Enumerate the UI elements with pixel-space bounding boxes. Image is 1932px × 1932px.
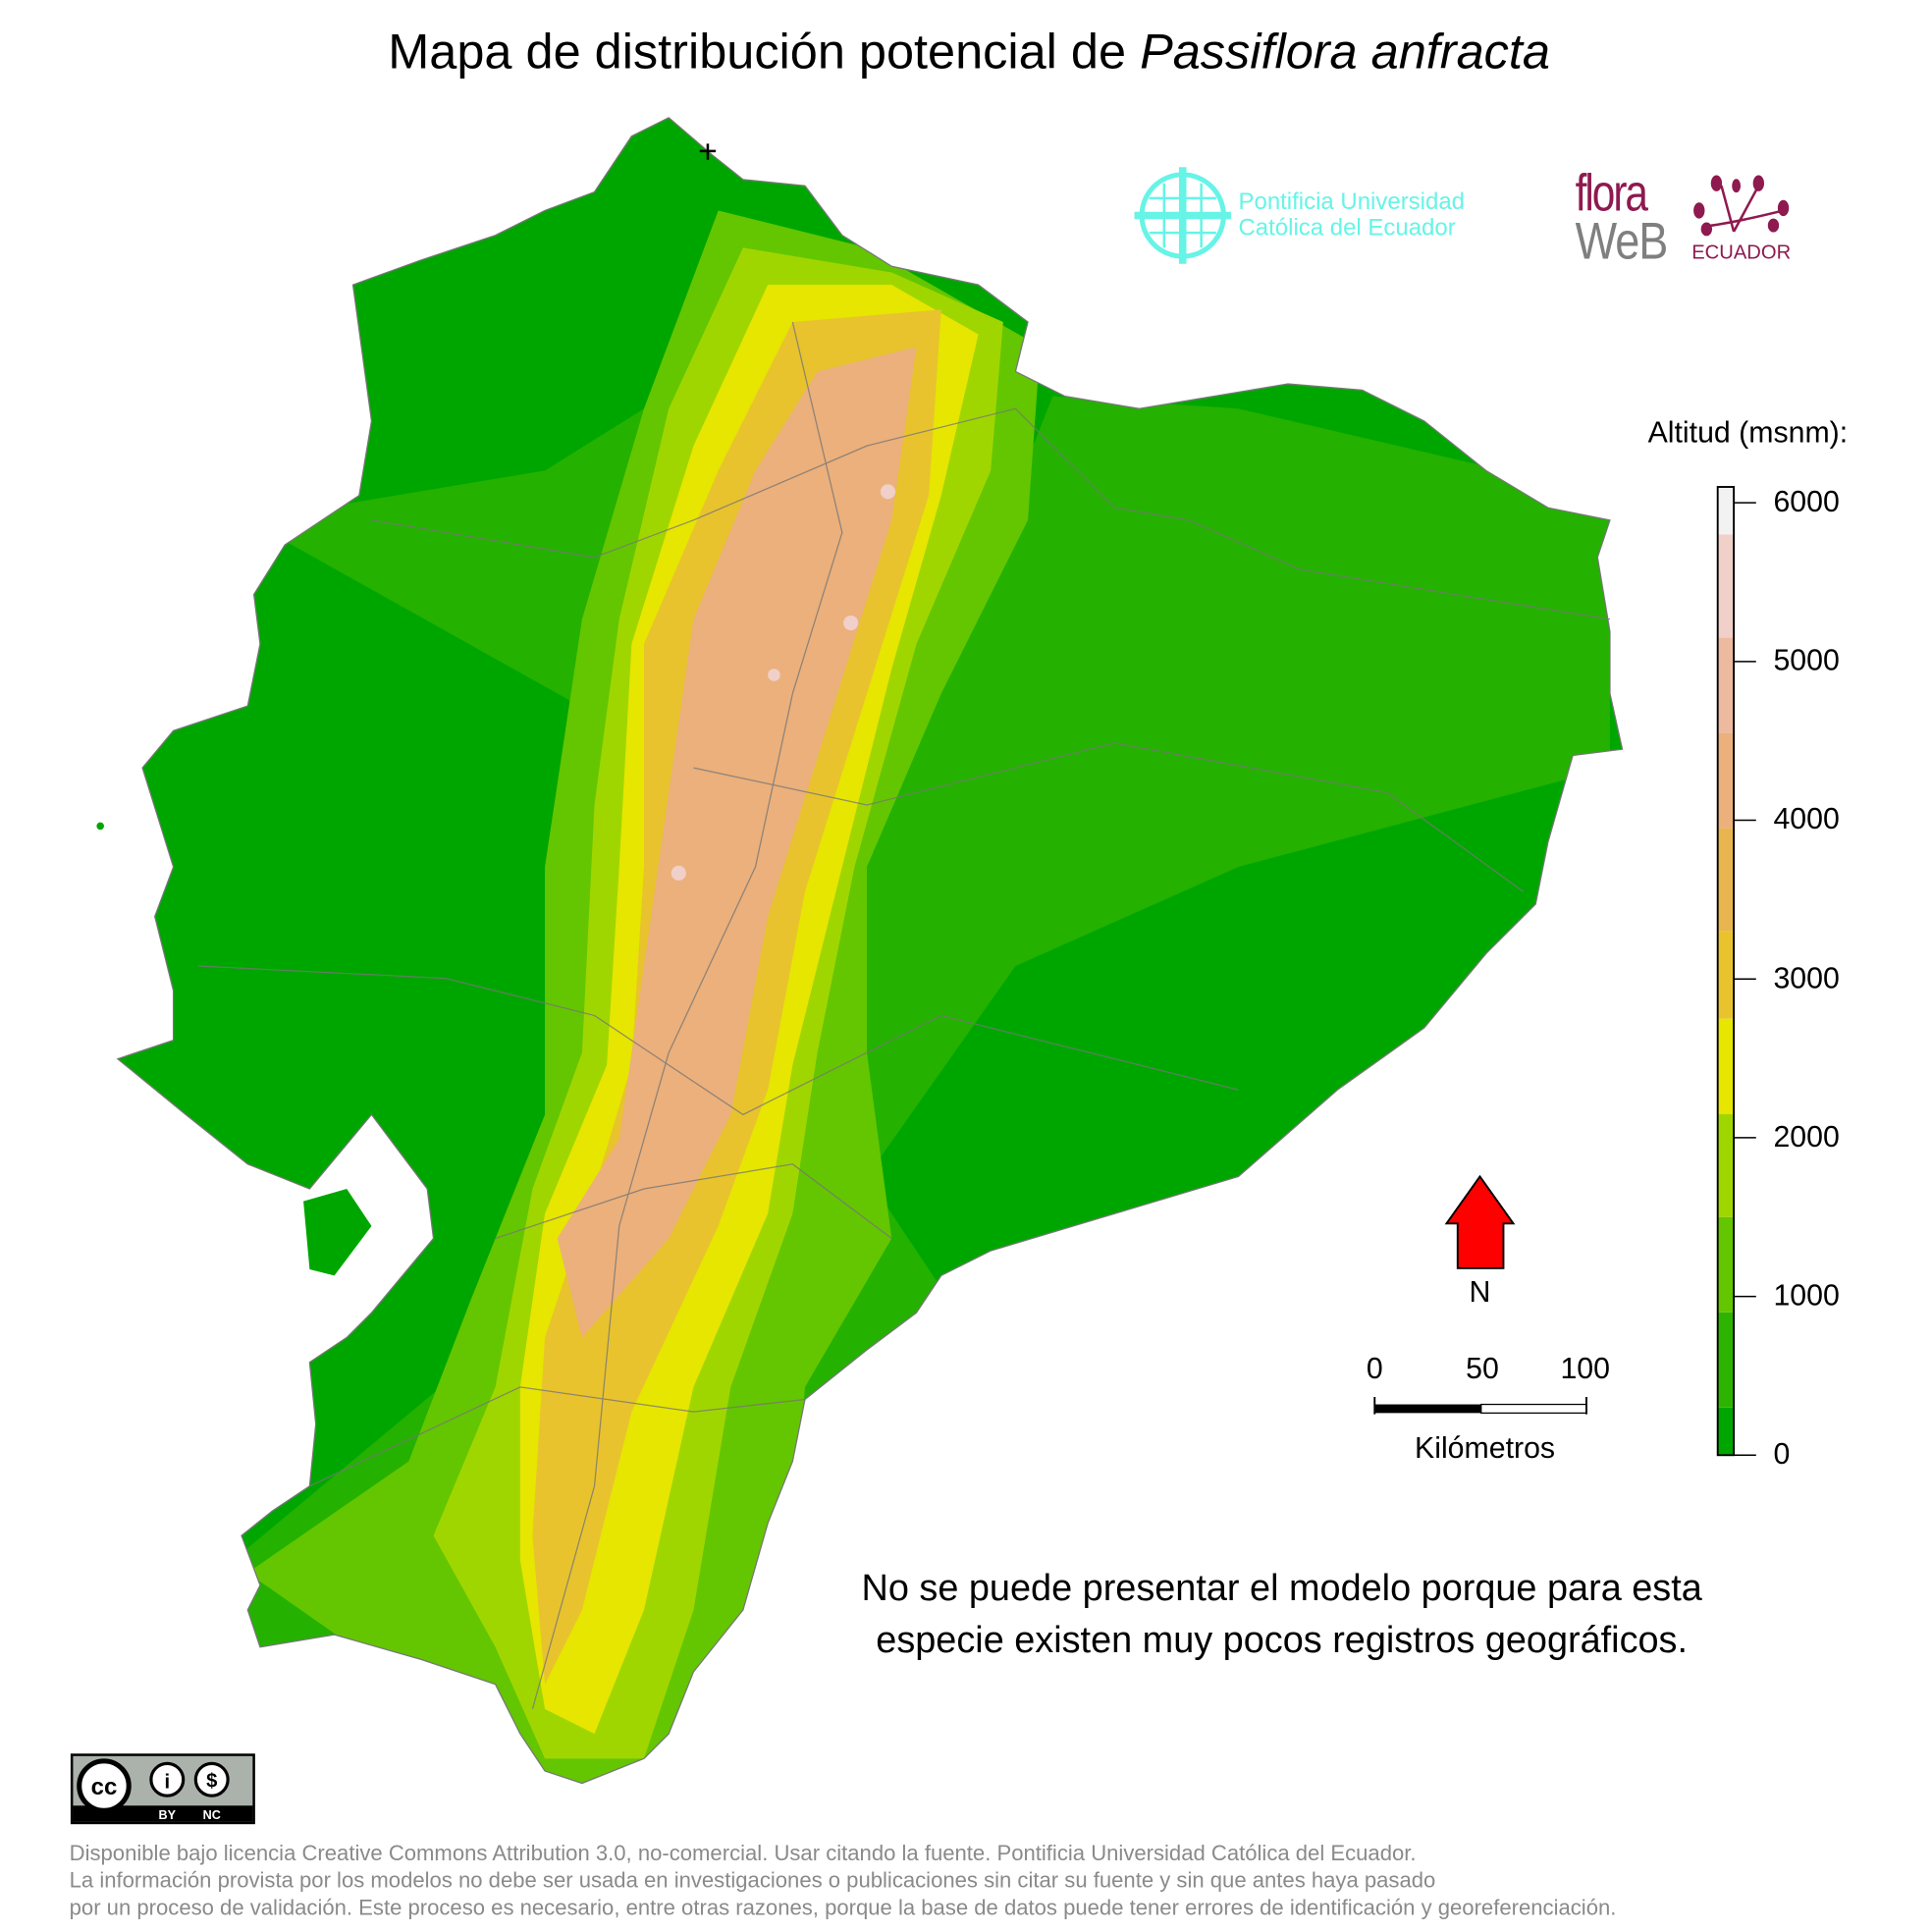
title-prefix: Mapa de distribución potencial de bbox=[388, 25, 1141, 80]
legend-tick-label: 2000 bbox=[1773, 1120, 1840, 1154]
snow-peak bbox=[768, 669, 780, 681]
legend-color-segment bbox=[1717, 1312, 1735, 1408]
legend-frame bbox=[1716, 486, 1736, 1457]
page-title: Mapa de distribución potencial de Passif… bbox=[0, 25, 1932, 80]
message-line1: No se puede presentar el modelo porque p… bbox=[861, 1568, 1702, 1609]
license-footer: Disponible bajo licencia Creative Common… bbox=[70, 1839, 1617, 1920]
scale-label-50: 50 bbox=[1466, 1352, 1499, 1386]
snow-peak bbox=[880, 484, 896, 500]
scale-bar-black bbox=[1374, 1404, 1481, 1414]
snow-peak bbox=[671, 865, 686, 881]
puna-island bbox=[303, 1189, 372, 1276]
legend-color-segment bbox=[1717, 1018, 1735, 1114]
nc-icon bbox=[193, 1761, 230, 1798]
flora-tree-logo-icon bbox=[1693, 175, 1790, 237]
occurrence-marker-icon bbox=[699, 143, 717, 160]
legend-tick-label: 1000 bbox=[1773, 1278, 1840, 1313]
legend-color-segment bbox=[1717, 487, 1735, 535]
scale-unit: Kilómetros bbox=[1415, 1431, 1556, 1466]
legend-color-segment bbox=[1717, 1216, 1735, 1313]
legend-color-segment bbox=[1717, 1113, 1735, 1217]
cc-by-nc-badge: cc BY NC i $ bbox=[70, 1753, 255, 1825]
legend-color-segment bbox=[1717, 931, 1735, 1019]
altitude-color-bar bbox=[1716, 486, 1736, 1457]
message-line2: especie existen muy pocos registros geog… bbox=[876, 1620, 1688, 1661]
snow-peak bbox=[843, 615, 859, 631]
legend-color-segment bbox=[1717, 828, 1735, 932]
legend-tick-label: 5000 bbox=[1773, 644, 1840, 678]
footer-line1: Disponible bajo licencia Creative Common… bbox=[69, 1840, 1417, 1865]
by-icon bbox=[149, 1761, 186, 1798]
species-name: Passiflora anfracta bbox=[1140, 25, 1550, 80]
altitude-ticks bbox=[1734, 502, 1756, 1457]
puce-logo-icon bbox=[1134, 167, 1231, 264]
footer-line3: por un proceso de validación. Este proce… bbox=[69, 1895, 1617, 1920]
high-paramo-zone bbox=[557, 347, 917, 1338]
legend-tick-label: 4000 bbox=[1773, 802, 1840, 836]
no-model-message: No se puede presentar el modelo porque p… bbox=[792, 1563, 1771, 1667]
legend-color-segment bbox=[1717, 732, 1735, 829]
footer-line2: La información provista por los modelos … bbox=[69, 1867, 1436, 1893]
puce-line2: Católica del Ecuador bbox=[1238, 215, 1456, 242]
ecuador-word: ECUADOR bbox=[1691, 242, 1792, 264]
puce-line1: Pontificia Universidad bbox=[1238, 189, 1465, 216]
legend-tick-label: 6000 bbox=[1773, 485, 1840, 519]
svg-text:$: $ bbox=[206, 1770, 217, 1792]
legend-tick-label: 3000 bbox=[1773, 961, 1840, 995]
cc-icon bbox=[77, 1758, 132, 1813]
svg-text:i: i bbox=[164, 1772, 170, 1794]
nc-text: NC bbox=[203, 1808, 221, 1822]
legend-color-segment bbox=[1717, 637, 1735, 733]
scale-bar-white bbox=[1480, 1403, 1587, 1415]
north-label: N bbox=[1469, 1275, 1491, 1310]
islet bbox=[96, 822, 104, 831]
legend-color-segment bbox=[1717, 1407, 1735, 1456]
legend-color-segment bbox=[1717, 534, 1735, 638]
web-word: WeB bbox=[1575, 211, 1669, 271]
scale-bar-ends bbox=[1373, 1396, 1587, 1415]
scale-label-100: 100 bbox=[1560, 1352, 1610, 1386]
legend-tick-label: 0 bbox=[1773, 1437, 1791, 1472]
puce-logo-text: Pontificia Universidad Católica del Ecua… bbox=[1239, 189, 1465, 242]
province-boundaries bbox=[197, 321, 1611, 1710]
flora-word: flora bbox=[1575, 163, 1648, 222]
by-text: BY bbox=[159, 1808, 177, 1822]
scale-label-0: 0 bbox=[1366, 1352, 1383, 1386]
cc-text: cc bbox=[91, 1774, 118, 1800]
legend-title: Altitud (msnm): bbox=[1647, 415, 1849, 450]
north-arrow-icon bbox=[1444, 1174, 1516, 1269]
